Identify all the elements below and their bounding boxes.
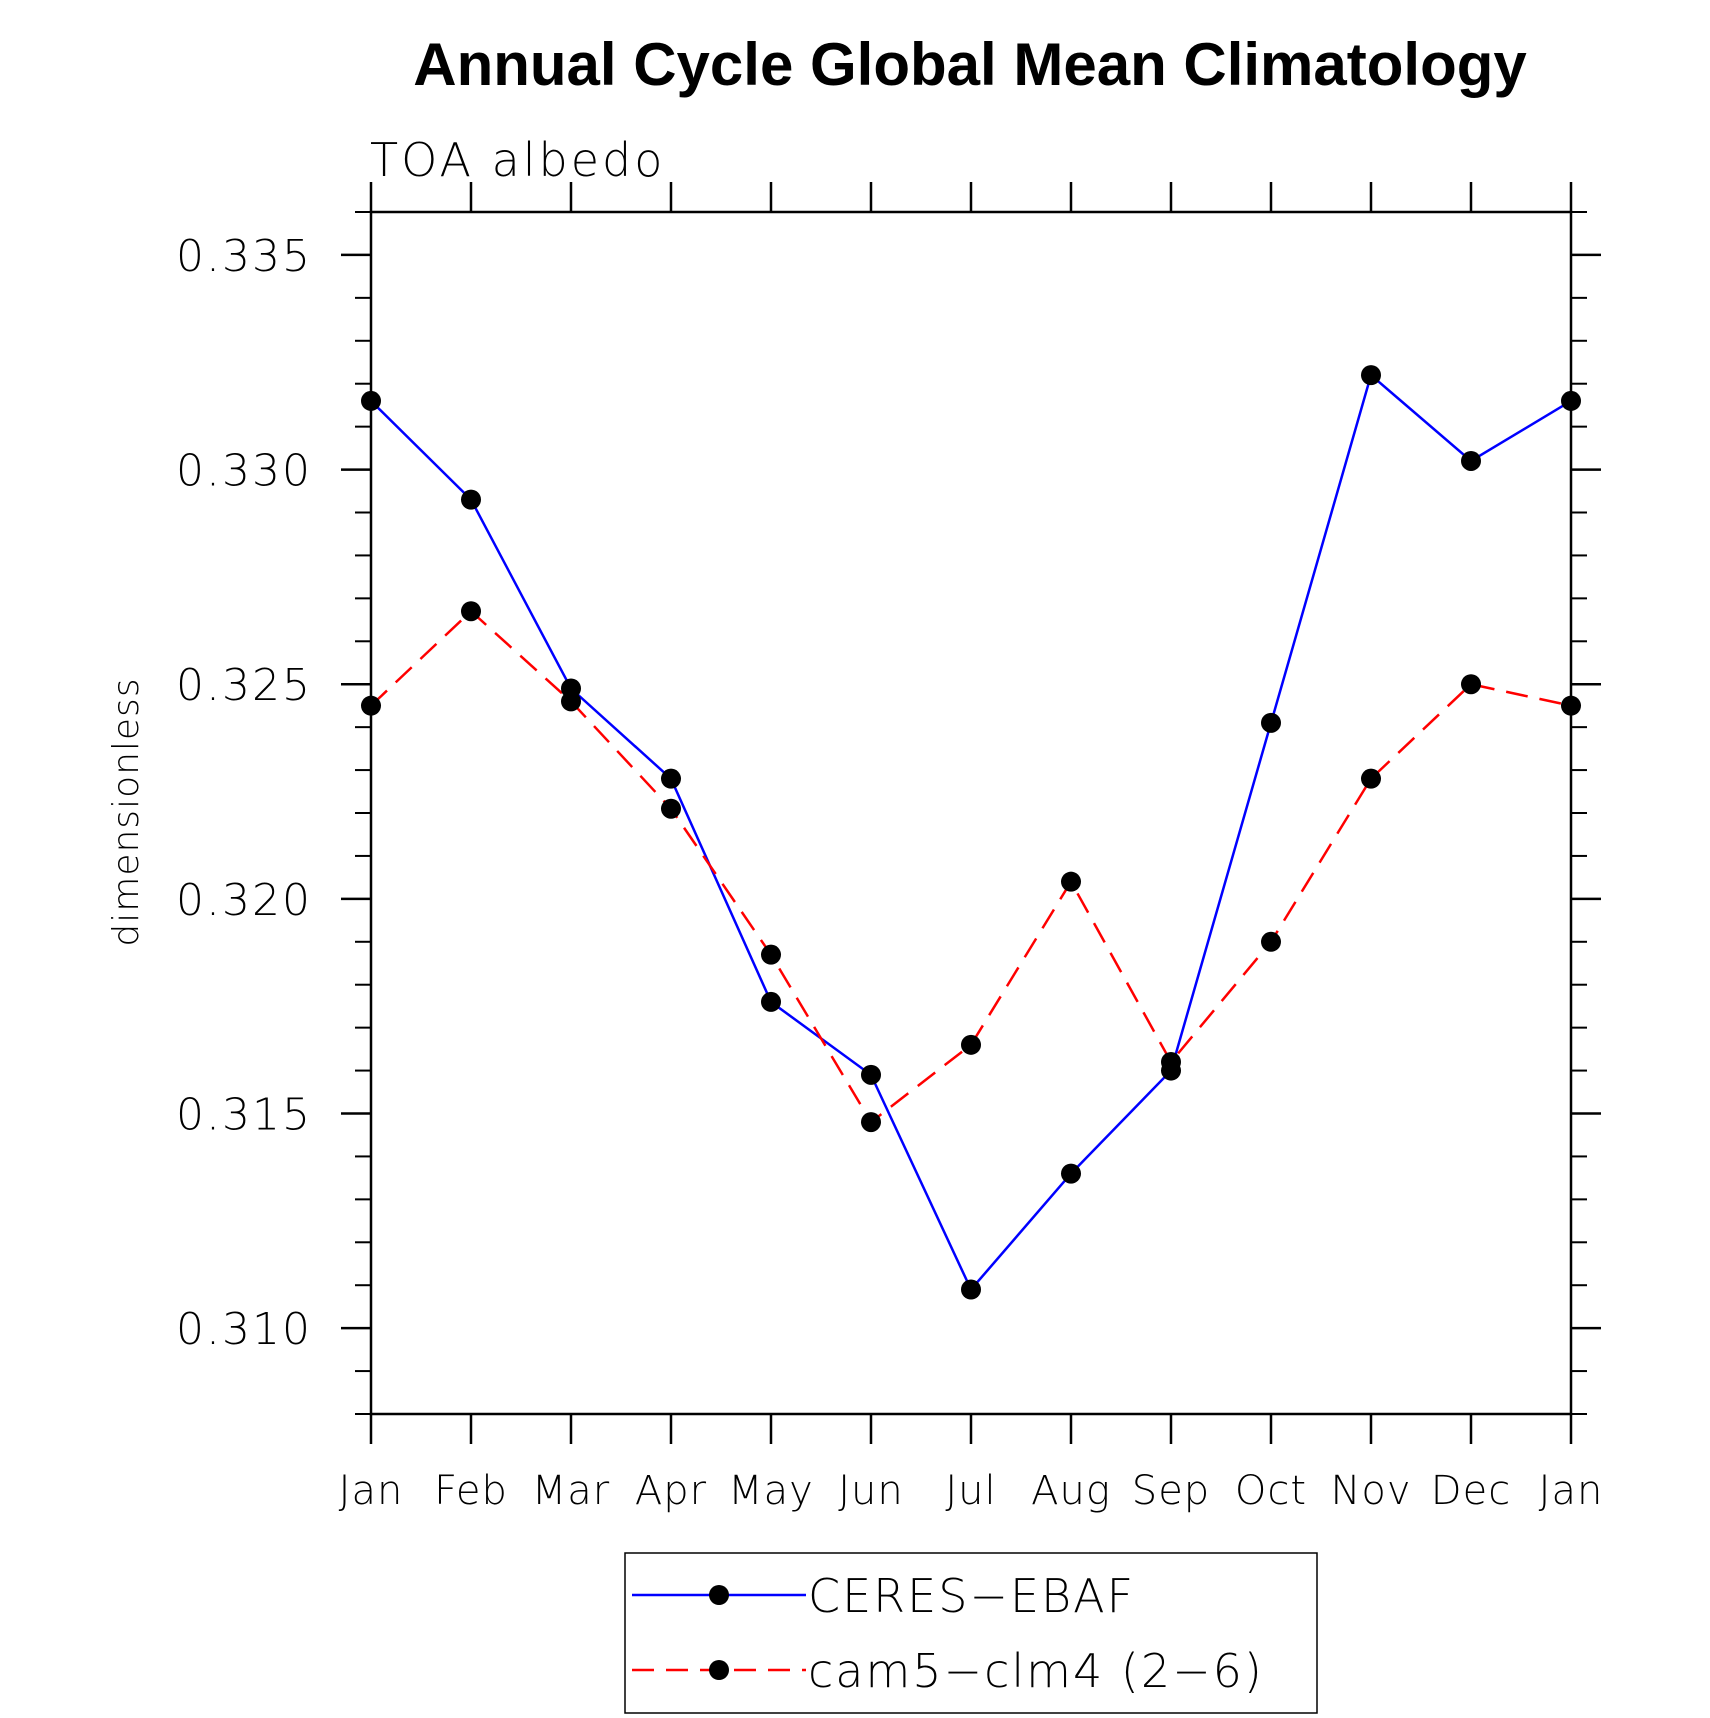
data-point-cam5-clm4 [1261, 931, 1281, 952]
legend-marker-ceres-ebaf [709, 1585, 729, 1605]
x-tick-label: Jul [945, 1468, 996, 1514]
x-tick-label: May [728, 1468, 814, 1514]
axis-ticks [341, 182, 1601, 1444]
x-tick-label: Aug [1031, 1468, 1111, 1514]
x-tick-label: Jan [1539, 1468, 1604, 1514]
data-point-cam5-clm4 [1061, 871, 1081, 892]
data-point-ceres-ebaf [761, 991, 781, 1012]
series-layer [361, 365, 1581, 1300]
y-tick-label: 0.325 [176, 660, 312, 711]
y-tick-label: 0.335 [176, 231, 312, 282]
x-tick-label: Mar [532, 1468, 610, 1514]
series-line-ceres-ebaf [370, 372, 1572, 1292]
data-point-ceres-ebaf [1461, 450, 1481, 471]
data-point-ceres-ebaf [461, 489, 481, 510]
data-point-cam5-clm4 [761, 944, 781, 965]
data-point-cam5-clm4 [1461, 674, 1481, 695]
data-point-cam5-clm4 [361, 695, 381, 716]
data-point-ceres-ebaf [861, 1064, 881, 1085]
data-point-cam5-clm4 [561, 691, 581, 712]
y-tick-label: 0.330 [176, 446, 312, 497]
data-point-cam5-clm4 [1361, 768, 1381, 789]
legend: CERES−EBAF cam5−clm4 (2−6) [624, 1552, 1318, 1714]
y-tick-label: 0.310 [176, 1304, 312, 1355]
x-tick-label: Dec [1431, 1468, 1511, 1514]
x-tick-label: Jun [838, 1468, 904, 1514]
data-point-ceres-ebaf [661, 768, 681, 789]
y-tick-labels: 0.310 0.315 0.320 0.325 0.330 0.335 [176, 231, 312, 1355]
x-tick-label: Nov [1330, 1468, 1411, 1514]
chart-subtitle: TOA albedo [370, 133, 665, 187]
legend-label-ceres-ebaf: CERES−EBAF [808, 1569, 1135, 1623]
data-point-cam5-clm4 [1561, 695, 1581, 716]
data-point-ceres-ebaf [1561, 390, 1581, 411]
data-point-cam5-clm4 [661, 798, 681, 819]
legend-label-cam5-clm4: cam5−clm4 (2−6) [808, 1644, 1264, 1698]
y-tick-label: 0.315 [176, 1090, 312, 1141]
x-tick-labels: Jan Feb Mar Apr May Jun Jul Aug Sep Oct Nov Dec Jan [339, 1468, 1604, 1514]
data-point-ceres-ebaf [361, 390, 381, 411]
data-point-ceres-ebaf [1261, 712, 1281, 733]
data-point-ceres-ebaf [1361, 365, 1381, 386]
x-tick-label: Jan [339, 1468, 404, 1514]
data-point-cam5-clm4 [961, 1034, 981, 1055]
data-point-ceres-ebaf [1061, 1163, 1081, 1184]
data-point-cam5-clm4 [861, 1112, 881, 1133]
data-point-cam5-clm4 [461, 601, 481, 622]
data-point-cam5-clm4 [1161, 1051, 1181, 1072]
x-tick-label: Sep [1132, 1468, 1210, 1514]
legend-box [624, 1552, 1318, 1714]
x-tick-label: Feb [434, 1468, 508, 1514]
chart-title: Annual Cycle Global Mean Climatology [413, 31, 1527, 98]
y-tick-label: 0.320 [176, 875, 312, 926]
y-axis-label: dimensionless [106, 677, 147, 946]
legend-marker-cam5-clm4 [709, 1660, 729, 1680]
x-tick-label: Oct [1235, 1468, 1307, 1514]
x-tick-label: Apr [635, 1468, 707, 1514]
data-point-ceres-ebaf [961, 1279, 981, 1300]
